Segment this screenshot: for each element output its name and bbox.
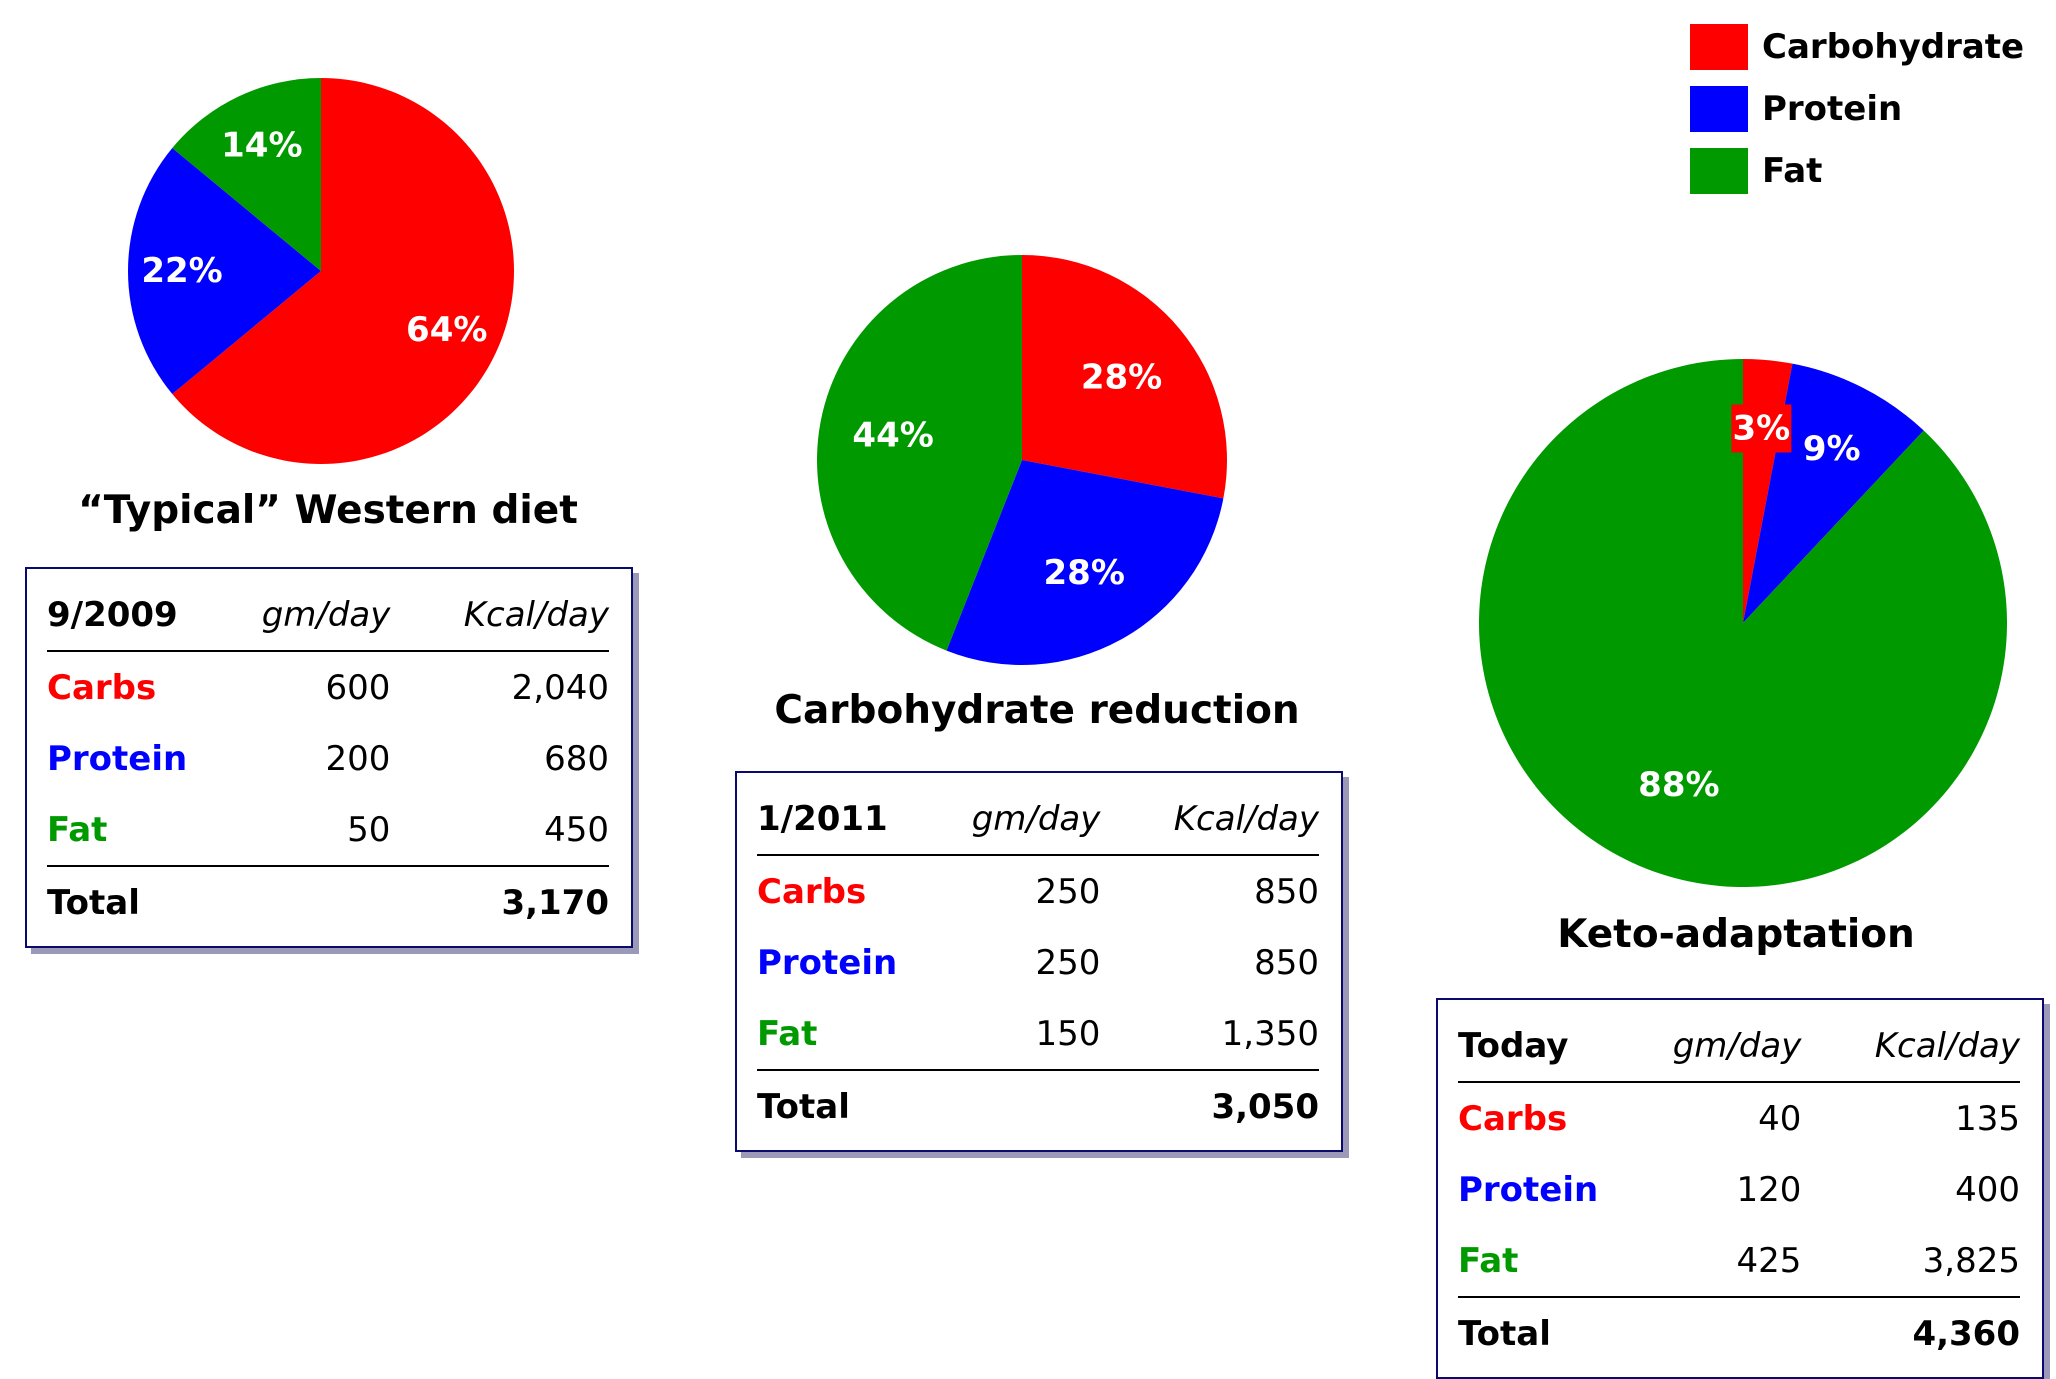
cell-gm: 150: [1035, 1013, 1101, 1054]
macro-table-keto: Today gm/day Kcal/day Carbs 40 135 Prote…: [1436, 998, 2044, 1379]
table-row-protein: Protein 120 400: [1458, 1154, 2020, 1225]
total-kcal: 3,050: [1211, 1086, 1319, 1127]
pie-2: 28% 28% 44%: [817, 255, 1227, 665]
pie-1: 64% 22% 14%: [127, 78, 514, 464]
table-date: 9/2009: [47, 594, 178, 635]
legend-item-fat: Fat: [1690, 140, 2024, 202]
pie-label-carbohydrate: 64%: [406, 310, 487, 350]
row-label-carbs: Carbs: [1458, 1098, 1568, 1139]
table-header-row: 1/2011 gm/day Kcal/day: [757, 783, 1319, 856]
total-label: Total: [47, 882, 140, 923]
cell-kcal: 680: [544, 738, 609, 779]
row-label-protein: Protein: [1458, 1169, 1599, 1210]
row-label-carbs: Carbs: [47, 667, 157, 708]
cell-kcal: 3,825: [1922, 1240, 2020, 1281]
legend-item-protein: Protein: [1690, 78, 2024, 140]
cell-kcal: 450: [544, 809, 609, 850]
pie-slice-fat: [172, 78, 321, 271]
cell-gm: 120: [1736, 1169, 1802, 1210]
cell-kcal: 850: [1254, 942, 1319, 983]
table-row-carbs: Carbs 600 2,040: [47, 652, 609, 723]
col-header-kcal: Kcal/day: [463, 594, 609, 635]
row-label-carbs: Carbs: [757, 871, 867, 912]
total-kcal: 3,170: [501, 882, 609, 923]
table-row-protein: Protein 250 850: [757, 927, 1319, 998]
legend: Carbohydrate Protein Fat: [1690, 16, 2024, 202]
pie-label-protein: 9%: [1803, 429, 1861, 469]
row-label-fat: Fat: [1458, 1240, 1519, 1281]
cell-gm: 425: [1736, 1240, 1802, 1281]
legend-label-protein: Protein: [1762, 89, 1903, 129]
table-row-carbs: Carbs 40 135: [1458, 1083, 2020, 1154]
table-header-row: 9/2009 gm/day Kcal/day: [47, 579, 609, 652]
pie-slice-fat: [817, 255, 1022, 651]
table-total-row: Total 4,360: [1458, 1296, 2020, 1369]
cell-kcal: 2,040: [511, 667, 609, 708]
legend-label-fat: Fat: [1762, 151, 1823, 191]
cell-gm: 250: [1035, 942, 1101, 983]
pie-3: 3% 9% 88%: [1479, 359, 2008, 887]
chart-title-keto: Keto-adaptation: [1557, 912, 1915, 957]
chart-title-carb-reduction: Carbohydrate reduction: [774, 688, 1300, 733]
cell-gm: 40: [1758, 1098, 1802, 1139]
table-row-carbs: Carbs 250 850: [757, 856, 1319, 927]
cell-kcal: 400: [1955, 1169, 2020, 1210]
pie-label-background-carbohydrate: [1731, 404, 1792, 453]
total-label: Total: [757, 1086, 850, 1127]
macro-table-western: 9/2009 gm/day Kcal/day Carbs 600 2,040 P…: [25, 567, 633, 948]
table-total-row: Total 3,050: [757, 1069, 1319, 1142]
pie-slice-carbohydrate: [1022, 255, 1227, 499]
pie-label-protein: 28%: [1044, 553, 1125, 593]
legend-swatch-protein: [1690, 86, 1748, 132]
legend-label-carbohydrate: Carbohydrate: [1762, 27, 2025, 67]
col-header-kcal: Kcal/day: [1874, 1025, 2020, 1066]
legend-swatch-carbohydrate: [1690, 24, 1748, 70]
col-header-kcal: Kcal/day: [1173, 798, 1319, 839]
total-label: Total: [1458, 1313, 1551, 1354]
pie-label-fat: 44%: [852, 415, 933, 455]
pie-label-carbohydrate: 28%: [1081, 358, 1162, 398]
legend-swatch-fat: [1690, 148, 1748, 194]
col-header-gm: gm/day: [1672, 1025, 1802, 1066]
row-label-protein: Protein: [47, 738, 188, 779]
pie-label-fat: 14%: [221, 125, 302, 165]
cell-kcal: 1,350: [1221, 1013, 1319, 1054]
table-row-fat: Fat 150 1,350: [757, 998, 1319, 1069]
pie-label-fat: 88%: [1638, 765, 1719, 805]
row-label-protein: Protein: [757, 942, 898, 983]
pie-label-carbohydrate: 3%: [1733, 409, 1791, 449]
table-row-protein: Protein 200 680: [47, 723, 609, 794]
row-label-fat: Fat: [47, 809, 108, 850]
cell-gm: 250: [1035, 871, 1101, 912]
cell-gm: 600: [325, 667, 391, 708]
pie-slice-fat: [1479, 359, 2008, 887]
cell-kcal: 850: [1254, 871, 1319, 912]
col-header-gm: gm/day: [261, 594, 391, 635]
cell-kcal: 135: [1955, 1098, 2020, 1139]
pie-slice-carbohydrate: [172, 78, 514, 464]
table-total-row: Total 3,170: [47, 865, 609, 938]
chart-title-western: “Typical” Western diet: [78, 488, 578, 533]
cell-gm: 200: [325, 738, 391, 779]
row-label-fat: Fat: [757, 1013, 818, 1054]
table-row-fat: Fat 50 450: [47, 794, 609, 865]
macro-table-carb-reduction: 1/2011 gm/day Kcal/day Carbs 250 850 Pro…: [735, 771, 1343, 1152]
pie-label-protein: 22%: [141, 251, 222, 291]
table-date: Today: [1458, 1025, 1569, 1066]
col-header-gm: gm/day: [971, 798, 1101, 839]
table-row-fat: Fat 425 3,825: [1458, 1225, 2020, 1296]
total-kcal: 4,360: [1912, 1313, 2020, 1354]
cell-gm: 50: [347, 809, 391, 850]
pie-slice-protein: [127, 147, 322, 395]
table-header-row: Today gm/day Kcal/day: [1458, 1010, 2020, 1083]
legend-item-carbohydrate: Carbohydrate: [1690, 16, 2024, 78]
pie-slice-protein: [946, 460, 1224, 665]
table-date: 1/2011: [757, 798, 888, 839]
